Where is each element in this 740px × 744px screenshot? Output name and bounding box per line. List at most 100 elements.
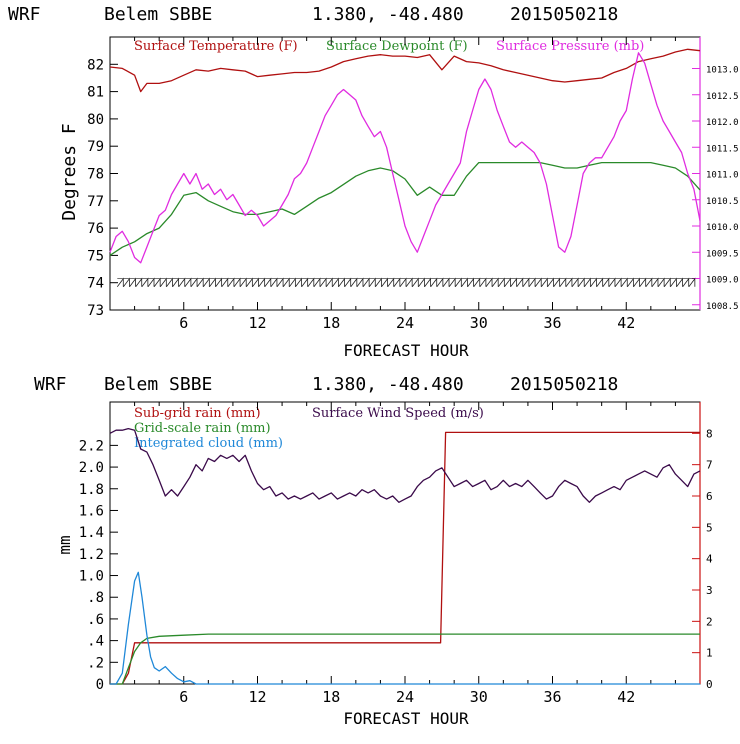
chart2-x-tick-label: 30	[470, 688, 488, 706]
chart1-sky-symbol	[344, 277, 352, 287]
chart2-x-tick-label: 42	[617, 688, 635, 706]
chart1-series-surface-temperature	[109, 48, 701, 93]
chart1-x-tick-label: 18	[322, 314, 340, 332]
chart1-sky-symbol	[547, 277, 554, 287]
chart1-sky-symbol	[670, 277, 677, 287]
chart2-y-tick-label: .6	[87, 612, 104, 628]
chart2-y-tick-label: 1.6	[79, 503, 104, 519]
chart2-y-tick-label: .2	[87, 655, 104, 671]
chart1-sky-symbol	[313, 277, 321, 287]
chart1-sky-symbol	[196, 277, 204, 287]
chart1-sky-symbol	[123, 277, 130, 287]
chart2-legend-subgrid-rain: Sub-grid rain (mm)	[134, 406, 261, 421]
chart1-sky-symbol	[651, 277, 659, 287]
chart1-sky-symbol	[473, 277, 481, 287]
chart1-sky-symbol	[264, 277, 272, 287]
chart1-sky-symbol	[258, 277, 266, 287]
chart1-sky-symbol	[676, 277, 683, 287]
chart1-sky-symbol	[411, 277, 419, 287]
chart1-sky-symbol	[485, 277, 493, 287]
chart1-sky-symbol	[596, 277, 604, 287]
chart1-y2-tick-label: 1012.5	[706, 92, 739, 102]
chart1-title-init: 2015050218	[510, 4, 618, 25]
chart2-series-surface-wind-speed	[109, 427, 701, 503]
chart1-sky-symbol	[688, 277, 696, 287]
chart1-sky-symbol	[301, 277, 309, 287]
chart1-sky-symbol	[270, 277, 278, 287]
chart2-y-tick-label: 1.8	[79, 482, 104, 498]
chart2-series-integrated-cloud	[110, 571, 700, 685]
chart1-x-tick-label: 30	[470, 314, 488, 332]
chart2-series-grid-scale-rain	[110, 633, 700, 685]
chart1-x-tick-label: 6	[179, 314, 188, 332]
chart1-legend-temperature: Surface Temperature (F)	[134, 39, 298, 54]
chart1-sky-symbol	[620, 277, 628, 287]
chart1-y2-tick-label: 1008.5	[706, 302, 739, 312]
chart1-sky-symbol	[454, 277, 462, 287]
chart1-sky-symbol	[375, 277, 382, 287]
chart1-y-tick-label: 82	[87, 57, 104, 73]
chart1-sky-symbol	[319, 277, 327, 287]
chart1-y2-tick-label: 1011.5	[706, 144, 739, 154]
chart1-y-tick-label: 73	[87, 303, 104, 319]
chart1-sky-symbol	[172, 277, 180, 287]
chart2-title-station: Belem SBBE	[104, 374, 212, 395]
chart1-title-model: WRF	[8, 4, 41, 25]
chart1-y-tick-label: 78	[87, 167, 104, 183]
chart1-sky-symbol	[577, 277, 585, 287]
chart1-y2-tick-label: 1010.0	[706, 223, 739, 233]
chart2-y2-tick-label: 8	[706, 427, 713, 440]
chart1-sky-symbol	[504, 277, 511, 287]
chart1-x-tick-label: 24	[396, 314, 414, 332]
chart1-ylabel: Degrees F	[59, 123, 80, 221]
chart1-sky-symbol	[159, 277, 167, 287]
chart2-title-coords: 1.380, -48.480	[312, 374, 464, 395]
chart1-sky-symbol	[116, 277, 124, 287]
chart1-sky-symbol	[584, 277, 591, 287]
chart1-sky-symbol	[590, 277, 597, 287]
chart1-sky-symbol	[657, 277, 665, 287]
chart1-y2-tick-label: 1009.5	[706, 249, 739, 259]
chart1-series-surface-pressure	[109, 52, 701, 264]
chart1-sky-symbol	[276, 277, 284, 287]
chart1-y2-tick-label: 1013.0	[706, 66, 739, 76]
chart1-sky-symbol	[614, 277, 622, 287]
chart2-ylabel: mm	[55, 535, 74, 554]
chart1-sky-symbol	[203, 277, 210, 287]
chart1-y-tick-label: 75	[87, 248, 104, 264]
chart1-sky-symbol	[190, 277, 198, 287]
chart2-legend-cloud: Integrated cloud (mm)	[134, 436, 283, 451]
chart1-sky-symbol	[418, 277, 425, 287]
chart1-sky-symbol	[387, 277, 395, 287]
chart1-sky-symbol	[338, 277, 345, 287]
chart2-x-tick-label: 24	[396, 688, 414, 706]
chart1-sky-symbol	[541, 277, 548, 287]
chart2-y-tick-label: 2.2	[79, 438, 104, 454]
chart2-y-tick-label: .4	[87, 634, 104, 650]
chart2-y2-tick-label: 4	[706, 553, 713, 566]
chart1-sky-symbol	[221, 277, 229, 287]
chart2-x-tick-label: 18	[322, 688, 340, 706]
chart1-sky-symbol	[424, 277, 431, 287]
chart1-sky-symbol	[233, 277, 241, 287]
chart1-sky-symbol	[362, 277, 370, 287]
chart1-sky-symbol	[295, 277, 302, 287]
chart1-sky-symbol	[627, 277, 634, 287]
chart1-sky-symbol	[289, 277, 296, 287]
chart2-title-init: 2015050218	[510, 374, 618, 395]
chart2-x-tick-label: 6	[179, 688, 188, 706]
chart1-sky-symbol	[129, 277, 136, 287]
chart1-sky-symbol	[522, 277, 530, 287]
chart1-sky-symbol	[252, 277, 259, 287]
chart1-sky-symbol	[430, 277, 438, 287]
chart1-sky-symbol	[467, 277, 475, 287]
chart1-sky-symbol	[350, 277, 358, 287]
chart1-sky-symbol	[442, 277, 450, 287]
chart1-y2-tick-label: 1010.5	[706, 197, 739, 207]
chart1-y2-tick-label: 1012.0	[706, 118, 739, 128]
chart1-sky-symbol	[282, 277, 290, 287]
chart1-sky-symbol	[393, 277, 401, 287]
chart1-sky-symbol	[209, 277, 216, 287]
